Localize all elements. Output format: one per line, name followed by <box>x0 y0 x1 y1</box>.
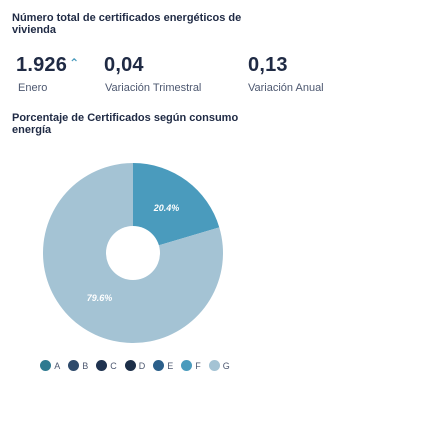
legend-item-f[interactable]: F <box>181 360 201 371</box>
legend-dot-icon <box>124 360 136 371</box>
legend-label: D <box>138 360 146 371</box>
legend-item-b[interactable]: B <box>68 360 88 371</box>
legend-label: B <box>82 360 89 371</box>
kpi-value-total-text: 1.926 <box>16 54 68 76</box>
legend-dot-icon <box>181 360 193 371</box>
chart-title: Porcentaje de Certificados según consumo… <box>12 112 239 136</box>
kpi-value-annual: 0,13 <box>248 54 288 76</box>
pie-data-labels: 20.4% 79.6% <box>87 203 179 303</box>
legend-dot-icon <box>208 360 220 371</box>
data-label-f: 20.4% <box>153 203 180 213</box>
data-label-g: 79.6% <box>87 293 113 303</box>
kpi-label-annual: Variación Anual <box>248 82 324 94</box>
legend-dot-icon <box>96 360 108 371</box>
kpi-value-quarterly: 0,04 <box>104 54 144 76</box>
donut-hole <box>106 226 160 280</box>
legend-item-c[interactable]: C <box>96 360 117 371</box>
chart-legend: A B C D E F G <box>10 360 260 371</box>
legend-item-d[interactable]: D <box>124 360 146 371</box>
kpi-label-month: Enero <box>18 82 48 94</box>
kpi-label-quarterly: Variación Trimestral <box>105 82 202 94</box>
legend-label: G <box>222 360 230 371</box>
legend-label: E <box>167 360 174 371</box>
legend-label: A <box>54 360 61 371</box>
donut-chart: 20.4% 79.6% <box>43 163 224 343</box>
page-title: Número total de certificados energéticos… <box>12 12 242 36</box>
pie-slice-f[interactable] <box>133 163 220 253</box>
legend-dot-icon <box>153 360 165 371</box>
legend-item-e[interactable]: E <box>153 360 173 371</box>
legend-dot-icon <box>40 360 52 371</box>
legend-dot-icon <box>68 360 80 371</box>
trend-up-icon: ⌃ <box>69 56 80 70</box>
legend-item-a[interactable]: A <box>40 360 60 371</box>
legend-item-g[interactable]: G <box>208 360 230 371</box>
legend-label: F <box>195 360 201 371</box>
kpi-value-total: 1.926 ⌃ <box>16 54 79 77</box>
legend-label: C <box>110 360 117 371</box>
